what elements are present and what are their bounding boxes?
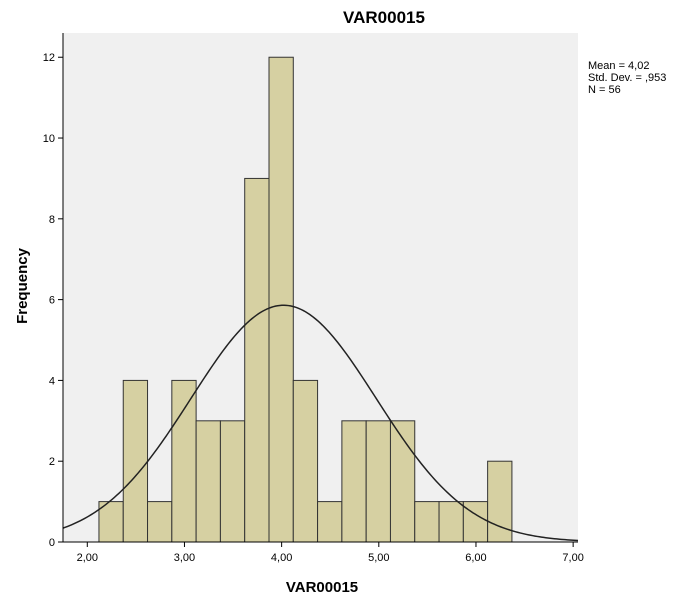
histogram-bar xyxy=(268,56,294,543)
x-tick-label: 4,00 xyxy=(271,552,292,564)
x-tick-label: 6,00 xyxy=(465,552,486,564)
stat-std-dev: Std. Dev. = ,953 xyxy=(588,72,666,84)
y-tick-label: 0 xyxy=(49,537,55,549)
histogram-bar xyxy=(244,177,270,543)
chart-title: VAR00015 xyxy=(343,8,425,27)
normal-curve xyxy=(62,304,579,542)
y-tick-label: 6 xyxy=(49,295,55,307)
histogram-bar xyxy=(365,420,391,543)
histogram-bar xyxy=(462,501,489,543)
histogram-bar xyxy=(171,379,197,543)
x-tick-label: 2,00 xyxy=(77,552,98,564)
y-axis-title: Frequency xyxy=(14,247,31,324)
histogram-bar xyxy=(341,420,367,543)
stat-mean: Mean = 4,02 xyxy=(588,60,649,72)
bars-group xyxy=(98,56,513,543)
histogram-bar xyxy=(317,501,343,543)
plot-area xyxy=(63,33,578,542)
y-tick-label: 8 xyxy=(49,214,55,226)
histogram-bar xyxy=(98,501,124,543)
histogram-bar xyxy=(487,460,513,543)
y-tick-label: 4 xyxy=(49,375,55,387)
axes-group xyxy=(62,33,578,543)
x-tick-label: 7,00 xyxy=(562,552,583,564)
histogram-bar xyxy=(414,501,440,543)
histogram-bar xyxy=(195,420,221,543)
x-tick-label: 5,00 xyxy=(368,552,389,564)
x-tick-label: 3,00 xyxy=(174,552,195,564)
histogram-bar xyxy=(292,379,319,543)
histogram-bar xyxy=(438,501,464,543)
stat-n: N = 56 xyxy=(588,84,621,96)
x-ticks-group: 2,00 3,00 4,00 5,00 6,00 7,00 xyxy=(77,542,584,564)
y-tick-label: 2 xyxy=(49,456,55,468)
y-tick-label: 12 xyxy=(43,52,55,64)
stats-box: Mean = 4,02 Std. Dev. = ,953 N = 56 xyxy=(588,60,666,96)
y-ticks-group: 0 2 4 6 8 10 12 xyxy=(43,52,63,549)
histogram-bar xyxy=(147,501,173,543)
histogram-bar xyxy=(122,379,149,543)
histogram-bar xyxy=(219,420,246,543)
y-tick-label: 10 xyxy=(43,133,55,145)
histogram-bar xyxy=(389,420,416,543)
x-axis-title: VAR00015 xyxy=(286,579,358,596)
